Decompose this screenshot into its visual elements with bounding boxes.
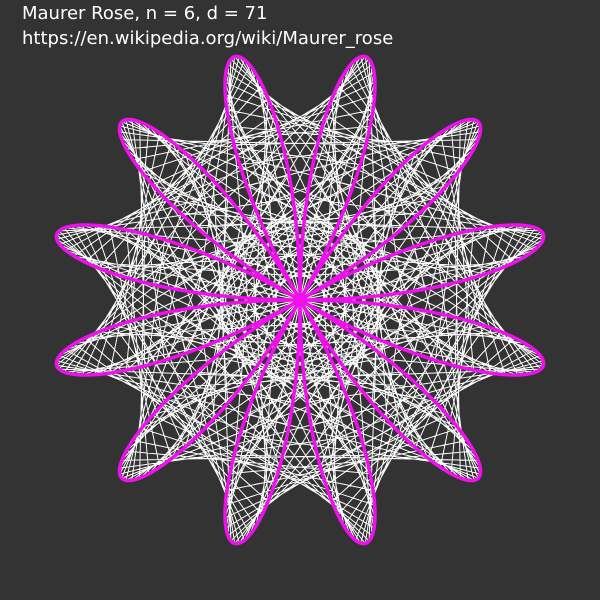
rose-curve [54, 54, 546, 546]
figure-title: Maurer Rose, n = 6, d = 71 [22, 3, 268, 24]
figure-url: https://en.wikipedia.org/wiki/Maurer_ros… [22, 28, 394, 49]
